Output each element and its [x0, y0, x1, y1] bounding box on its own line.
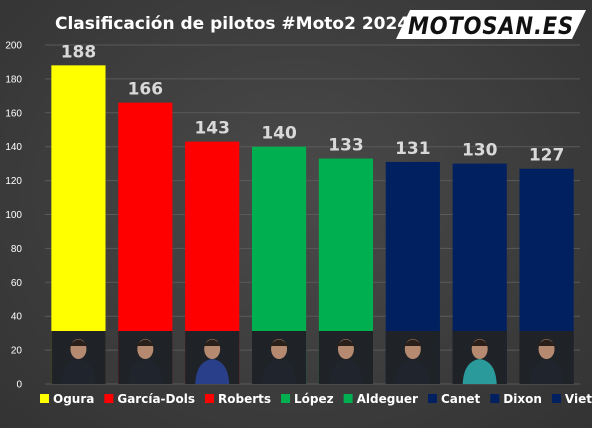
rider-body-shape	[529, 359, 564, 384]
rider-body-shape	[61, 359, 96, 384]
value-label: 131	[395, 139, 431, 159]
value-label: 188	[61, 42, 97, 62]
bar-group	[318, 158, 374, 384]
rider-body-shape	[395, 359, 430, 384]
value-label: 143	[194, 119, 230, 139]
legend-label: Dixon	[503, 392, 542, 406]
legend-item: Vietti	[551, 392, 592, 406]
bar-group	[452, 163, 507, 384]
legend-label: Ogura	[53, 392, 94, 406]
bar-group	[118, 102, 173, 384]
legend-swatch	[104, 394, 114, 403]
rider-body-shape	[262, 359, 297, 384]
legend: Ogura García-Dols Roberts López Aldeguer Cane…	[40, 392, 592, 406]
legend-swatch	[40, 394, 49, 403]
logo-text: MOTOSAN.ES	[408, 12, 574, 40]
legend-item: Canet	[427, 392, 481, 406]
rider-hair-shape	[403, 339, 422, 346]
y-tick-label: 40	[11, 312, 23, 323]
rider-hair-shape	[470, 339, 489, 346]
rider-hair-shape	[537, 339, 556, 346]
y-tick-label: 80	[11, 244, 23, 255]
legend-label: Canet	[441, 392, 481, 406]
bars	[51, 65, 574, 384]
legend-swatch	[551, 394, 561, 403]
value-label: 133	[328, 136, 364, 156]
y-tick-label: 20	[11, 346, 23, 357]
rider-hair-shape	[336, 339, 355, 346]
rider-hair-shape	[270, 339, 289, 346]
value-label: 127	[529, 146, 565, 166]
legend-label: García-Dols	[117, 392, 195, 406]
logo-background	[396, 10, 586, 39]
value-label: 130	[462, 141, 498, 161]
legend-label: Aldeguer	[357, 392, 418, 406]
value-label: 140	[261, 124, 297, 144]
legend-item: López	[281, 392, 334, 406]
bar-group	[51, 65, 106, 384]
rider-photo	[185, 331, 240, 384]
brand-logo: MOTOSAN.ES	[396, 10, 586, 40]
legend-item: Aldeguer	[343, 392, 418, 406]
rider-body-shape	[128, 359, 163, 384]
rider-photo	[452, 331, 507, 384]
bar	[51, 65, 106, 384]
legend-item: Ogura	[40, 392, 94, 406]
y-tick-label: 200	[5, 41, 22, 52]
rider-photo	[51, 331, 106, 384]
rider-photo	[118, 331, 173, 384]
chart-title: Clasificación de pilotos #Moto2 2024	[55, 14, 409, 34]
rider-photo	[385, 331, 440, 384]
bar-group	[185, 141, 240, 384]
rider-photo	[519, 331, 574, 384]
rider-photo	[318, 331, 374, 384]
rider-hair-shape	[203, 339, 222, 346]
legend-swatch	[427, 394, 437, 403]
legend-label: Vietti	[565, 392, 592, 406]
rider-body-shape	[195, 359, 230, 384]
legend-swatch	[490, 394, 500, 403]
legend-swatch	[281, 394, 291, 403]
y-axis-ticks: 0 20 40 60 80 100 120 140 160 180 200	[5, 41, 22, 391]
legend-label: López	[294, 392, 334, 406]
bar-group	[385, 161, 440, 384]
rider-hair-shape	[136, 339, 155, 346]
y-tick-label: 160	[5, 108, 22, 119]
rider-body-shape	[462, 359, 497, 384]
legend-swatch	[343, 394, 353, 403]
y-tick-label: 120	[5, 176, 22, 187]
rider-photo	[251, 331, 307, 384]
legend-item: García-Dols	[104, 392, 195, 406]
legend-swatch	[205, 394, 214, 403]
y-tick-label: 0	[16, 380, 22, 391]
legend-item: Dixon	[490, 392, 542, 406]
rider-body-shape	[328, 359, 363, 384]
value-labels: 188 166 143 140 133 131 130 127	[61, 42, 565, 165]
y-tick-label: 140	[5, 142, 22, 153]
rider-hair-shape	[69, 339, 88, 346]
legend-item: Roberts	[205, 392, 271, 406]
legend-label: Roberts	[218, 392, 271, 406]
value-label: 166	[128, 80, 164, 100]
bar-group	[251, 146, 307, 384]
bar-group	[519, 168, 574, 384]
y-tick-label: 100	[5, 210, 22, 221]
y-tick-label: 60	[11, 278, 23, 289]
y-tick-label: 180	[5, 74, 22, 85]
